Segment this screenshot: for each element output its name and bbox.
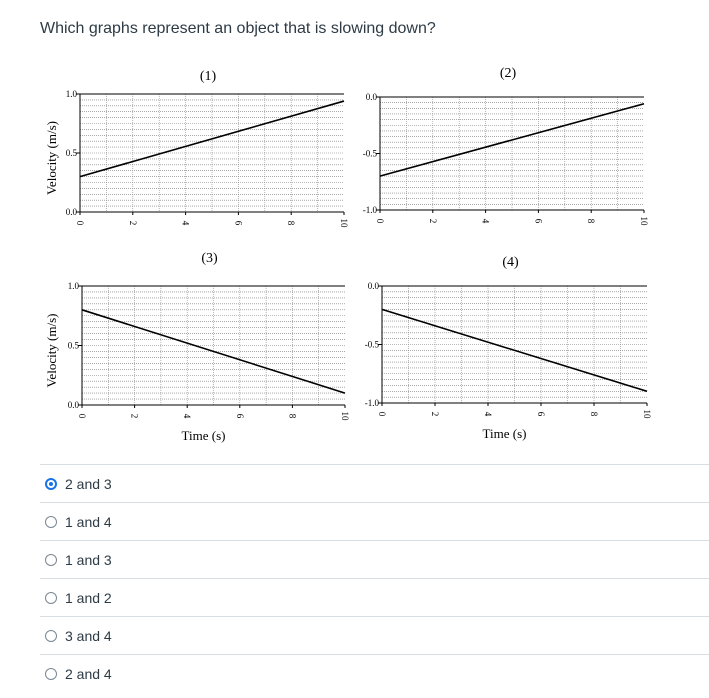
answer-label: 1 and 2 [65, 589, 112, 606]
y-tick-label: 0.5 [66, 148, 78, 158]
x-tick-label: 8 [586, 219, 596, 224]
radio-button[interactable] [45, 477, 57, 490]
x-tick-label: 4 [182, 414, 192, 419]
y-tick-label: 0.0 [66, 207, 78, 217]
y-tick-label: 0.0 [68, 400, 80, 410]
x-tick-label: 8 [589, 412, 599, 417]
x-tick-label: 4 [481, 219, 491, 224]
x-tick-label: 0 [375, 219, 385, 224]
x-tick-label: 2 [428, 219, 438, 224]
velocity-line [79, 100, 345, 178]
question-text: Which graphs represent an object that is… [40, 20, 436, 37]
x-tick-label: 6 [233, 221, 243, 226]
answer-label: 2 and 4 [65, 665, 112, 682]
x-tick-label: 8 [287, 414, 297, 419]
answer-option[interactable]: 3 and 4 [40, 616, 709, 654]
x-axis-label: Time (s) [182, 428, 226, 443]
x-tick-label: 8 [286, 221, 296, 226]
x-tick-label: 4 [181, 221, 191, 226]
x-axis-label: Time (s) [483, 426, 527, 441]
x-tick-label: 10 [639, 217, 649, 227]
x-tick-label: 2 [430, 412, 440, 417]
x-tick-label: 10 [642, 410, 652, 420]
radio-button[interactable] [45, 667, 57, 680]
answer-label: 3 and 4 [65, 627, 112, 644]
x-tick-label: 10 [340, 412, 350, 422]
answer-option[interactable]: 1 and 3 [40, 540, 709, 578]
y-tick-label: -1.0 [363, 205, 378, 215]
graph-panel: -1.0 -0.5 0.0 0 2 4 6 8 10 (2) [363, 66, 649, 226]
y-tick-label: -0.5 [365, 340, 380, 350]
y-tick-label: 0.5 [68, 341, 80, 351]
velocity-line [379, 103, 645, 177]
graph-title: (1) [200, 69, 217, 84]
x-tick-label: 6 [533, 219, 543, 224]
velocity-time-graphs: 0.0 0.5 1.0 0 2 4 6 8 10 (1) Velocity (m/s) -1.0 -0.… [44, 66, 652, 443]
y-axis-label: Velocity (m/s) [44, 121, 59, 195]
x-tick-label: 4 [483, 412, 493, 417]
x-tick-label: 2 [130, 414, 140, 419]
graph-title: (2) [500, 66, 517, 81]
answer-option[interactable]: 2 and 3 [40, 464, 709, 502]
x-tick-label: 0 [77, 414, 87, 419]
answer-option[interactable]: 1 and 2 [40, 578, 709, 616]
radio-button[interactable] [45, 591, 57, 604]
graph-panel: 0.0 0.5 1.0 0 2 4 6 8 10 (3) Velocity (m/s) Time (s… [44, 251, 350, 443]
graph-title: (3) [201, 251, 218, 266]
velocity-line [81, 309, 346, 394]
graph-panel: 0.0 0.5 1.0 0 2 4 6 8 10 (1) Velocity (m/s) [44, 69, 349, 228]
y-tick-label: 1.0 [66, 89, 78, 99]
graph-title: (4) [502, 255, 519, 270]
x-tick-label: 0 [75, 221, 85, 226]
answer-label: 1 and 4 [65, 513, 112, 530]
y-tick-label: 0.0 [368, 281, 380, 291]
answer-label: 2 and 3 [65, 475, 112, 492]
answer-options: 2 and 3 1 and 4 1 and 3 1 and 2 3 and 4 … [40, 464, 709, 692]
radio-button[interactable] [45, 553, 57, 566]
x-tick-label: 6 [235, 414, 245, 419]
velocity-line [381, 308, 648, 393]
x-tick-label: 10 [339, 219, 349, 229]
y-axis-label: Velocity (m/s) [44, 313, 59, 387]
answer-label: 1 and 3 [65, 551, 112, 568]
radio-button[interactable] [45, 515, 57, 528]
y-tick-label: -1.0 [365, 398, 380, 408]
answer-option[interactable]: 1 and 4 [40, 502, 709, 540]
answer-option[interactable]: 2 and 4 [40, 654, 709, 692]
y-tick-label: -0.5 [363, 149, 378, 159]
graph-panel: -1.0 -0.5 0.0 0 2 4 6 8 10 (4) Time (s) [365, 255, 652, 441]
y-tick-label: 1.0 [68, 281, 80, 291]
x-tick-label: 2 [128, 221, 138, 226]
x-tick-label: 0 [377, 412, 387, 417]
x-tick-label: 6 [536, 412, 546, 417]
y-tick-label: 0.0 [366, 92, 378, 102]
radio-button[interactable] [45, 629, 57, 642]
